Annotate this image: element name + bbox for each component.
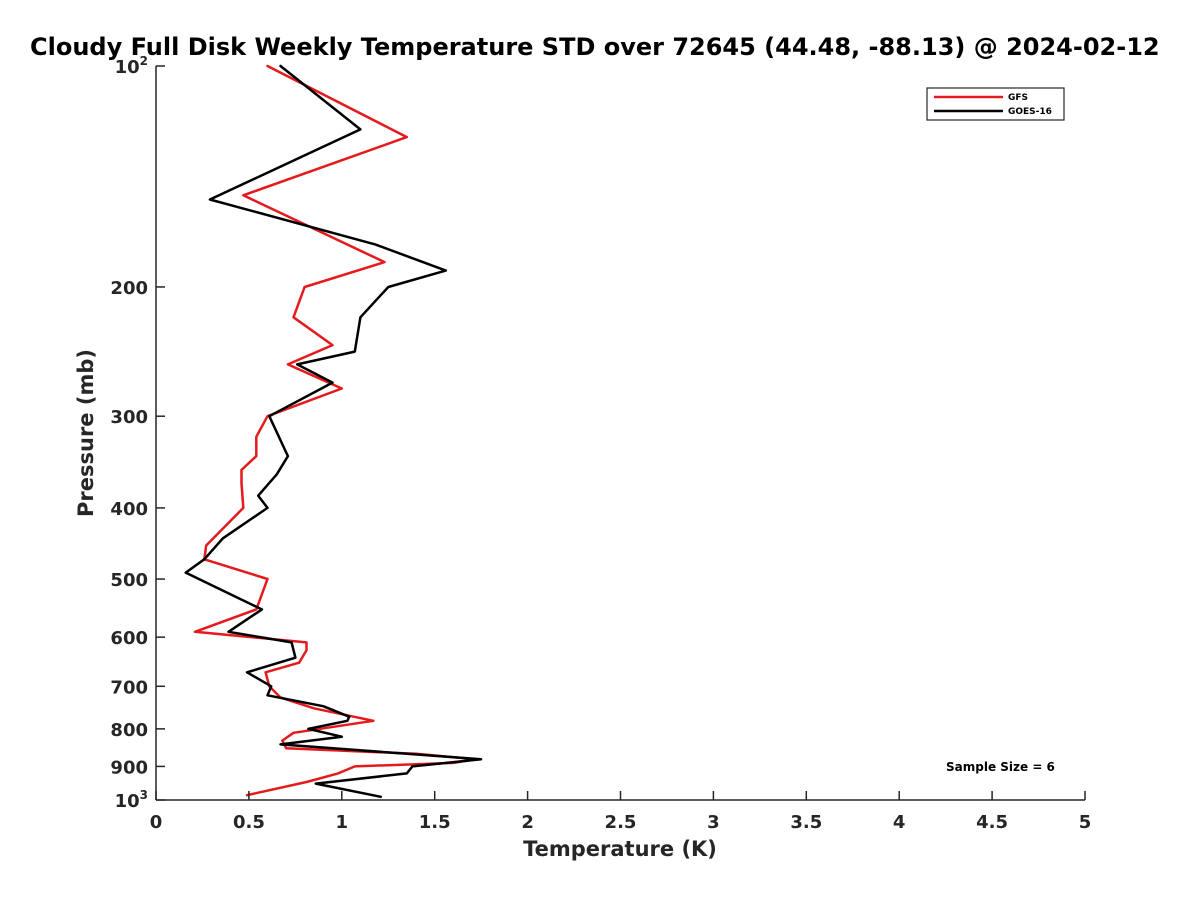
- y-tick-label: 600: [110, 628, 148, 649]
- plot-area: 0 0.5 1 1.5 2 2.5 3 3.5 4 4.5 5 102 200 300 400 500 600…: [110, 54, 1091, 833]
- x-tick-label: 0: [150, 812, 163, 833]
- chart-title: Cloudy Full Disk Weekly Temperature STD …: [30, 33, 1160, 61]
- y-tick-label: 400: [110, 499, 148, 520]
- series-line-goes16: [184, 64, 483, 799]
- x-tick-label: 5: [1079, 812, 1092, 833]
- legend-label-goes16: GOES-16: [1008, 107, 1052, 117]
- x-axis-label: Temperature (K): [523, 837, 717, 861]
- series-line-gfs: [193, 64, 477, 797]
- y-tick-label: 500: [110, 570, 148, 591]
- y-tick-label: 800: [110, 720, 148, 741]
- x-tick-label: 4.5: [976, 812, 1008, 833]
- y-tick-label: 200: [110, 278, 148, 299]
- x-tick-label: 4: [893, 812, 906, 833]
- x-tick-label: 2.5: [605, 812, 637, 833]
- x-tick-label: 2: [521, 812, 534, 833]
- x-tick-label: 1.5: [419, 812, 451, 833]
- x-ticks: 0 0.5 1 1.5 2 2.5 3 3.5 4 4.5 5: [150, 791, 1092, 833]
- x-tick-label: 1: [336, 812, 349, 833]
- sample-size-annotation: Sample Size = 6: [946, 760, 1055, 774]
- x-tick-label: 3.5: [790, 812, 822, 833]
- y-tick-label: 102: [115, 54, 148, 78]
- y-ticks: 102 200 300 400 500 600 700 800 900 103: [110, 54, 165, 812]
- legend: GFS GOES-16: [926, 87, 1065, 121]
- y-tick-label: 900: [110, 757, 148, 778]
- y-tick-label: 103: [115, 788, 148, 812]
- y-tick-label: 700: [110, 677, 148, 698]
- x-tick-label: 3: [707, 812, 720, 833]
- legend-box: [926, 87, 1065, 121]
- x-tick-label: 0.5: [233, 812, 265, 833]
- legend-label-gfs: GFS: [1008, 93, 1028, 103]
- y-axis-label: Pressure (mb): [74, 349, 98, 517]
- y-tick-label: 300: [110, 407, 148, 428]
- series-layer: [184, 64, 483, 799]
